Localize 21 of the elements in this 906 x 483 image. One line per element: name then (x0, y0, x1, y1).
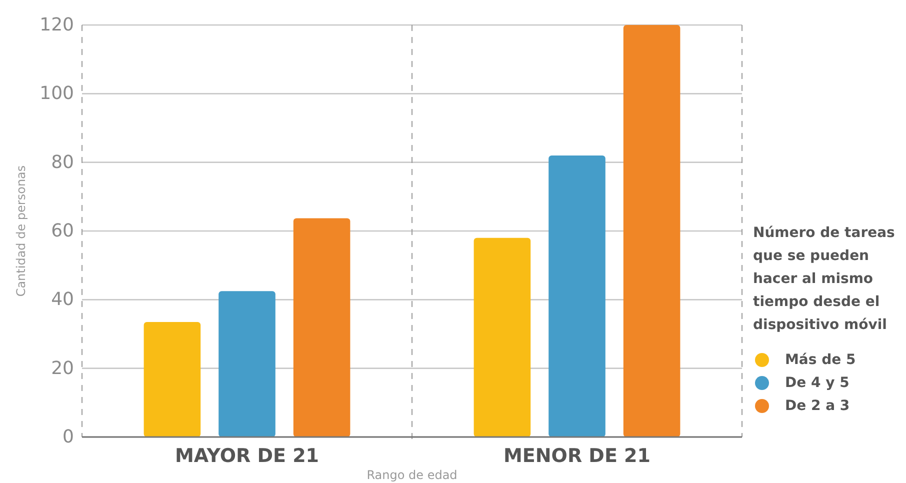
legend-title: Número de tareas que se pueden hacer al mismo tiempo desde el dispositivo móvil (753, 225, 895, 333)
x-tick-label: MENOR DE 21 (504, 445, 650, 467)
y-tick-label: 60 (51, 220, 74, 242)
bar (474, 238, 531, 437)
x-axis-title: Rango de edad (366, 468, 458, 482)
bar (144, 322, 201, 437)
legend-label: Más de 5 (785, 352, 856, 368)
bar (218, 291, 276, 437)
legend-label: De 2 a 3 (785, 398, 850, 414)
y-axis-title: Cantidad de personas (14, 165, 28, 297)
y-tick-label: 0 (62, 426, 74, 448)
y-tick-label: 40 (51, 289, 74, 310)
bar (623, 25, 680, 437)
bar (548, 155, 606, 437)
x-tick-label: MAYOR DE 21 (174, 445, 320, 467)
bar (293, 218, 350, 437)
y-tick-label: 120 (40, 14, 74, 36)
y-tick-label: 80 (51, 152, 74, 173)
legend-label: De 4 y 5 (785, 375, 850, 391)
y-tick-label: 100 (40, 83, 74, 104)
y-tick-label: 20 (51, 358, 74, 379)
